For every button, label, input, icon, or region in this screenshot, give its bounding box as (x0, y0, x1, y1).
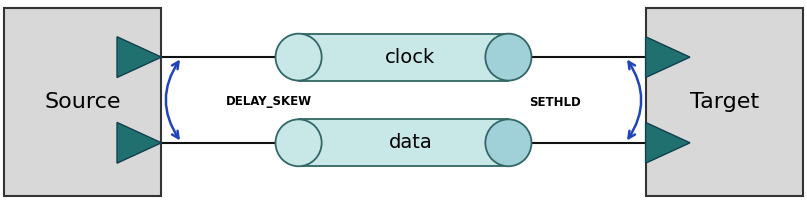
Bar (4, 8, 161, 196)
Text: data: data (388, 133, 433, 152)
Bar (299, 34, 508, 81)
Bar (646, 8, 803, 196)
Bar (299, 119, 508, 166)
Ellipse shape (275, 34, 322, 81)
Polygon shape (646, 37, 690, 78)
Ellipse shape (275, 119, 322, 166)
Text: DELAY_SKEW: DELAY_SKEW (226, 95, 312, 109)
Polygon shape (117, 122, 161, 163)
Polygon shape (117, 37, 161, 78)
Polygon shape (646, 122, 690, 163)
Ellipse shape (485, 119, 532, 166)
Text: Source: Source (44, 92, 121, 112)
Ellipse shape (485, 34, 532, 81)
Text: clock: clock (385, 48, 436, 67)
Text: Target: Target (690, 92, 759, 112)
Text: SETHLD: SETHLD (529, 95, 581, 109)
